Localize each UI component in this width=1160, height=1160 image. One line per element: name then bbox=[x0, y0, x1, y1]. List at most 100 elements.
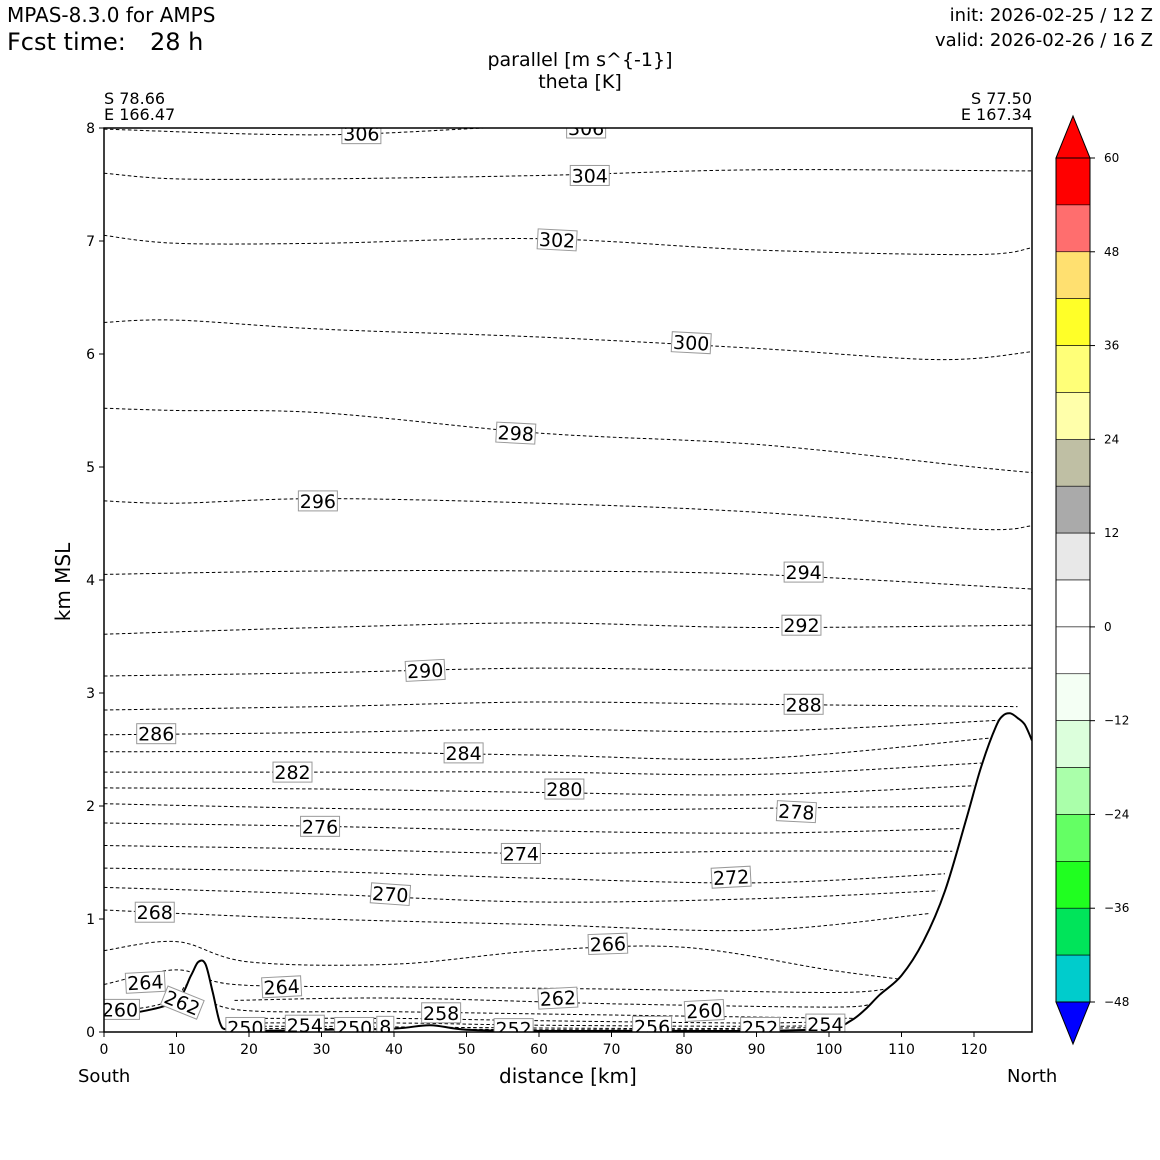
isentrope-286 bbox=[104, 719, 1004, 736]
contour-label-text: 274 bbox=[503, 843, 539, 865]
contour-label-box bbox=[124, 970, 166, 994]
contour-label-box bbox=[783, 693, 824, 715]
contour-label-8-36: 8 bbox=[376, 1015, 395, 1038]
contour-label-text: 252 bbox=[742, 1017, 778, 1039]
contour-label-box bbox=[775, 800, 817, 824]
contour-label-text: 8 bbox=[379, 1016, 391, 1038]
contour-label-text: 270 bbox=[371, 883, 409, 907]
contour-label-box bbox=[261, 975, 303, 999]
colorbar-tick-label-8: −36 bbox=[1104, 901, 1129, 915]
colorbar-under-arrow bbox=[1055, 1001, 1091, 1046]
contour-label-box bbox=[500, 842, 541, 864]
contour-label-text: 286 bbox=[138, 724, 174, 746]
colorbar-tick-label-3: 24 bbox=[1104, 432, 1119, 446]
contour-label-box bbox=[569, 164, 610, 186]
contour-label-254-30: 254 bbox=[284, 1014, 325, 1032]
contour-label-282-13: 282 bbox=[272, 761, 313, 784]
contour-label-284-12: 284 bbox=[443, 742, 484, 765]
contour-label-text: 260 bbox=[102, 999, 138, 1021]
colorbar-bin-5 bbox=[1055, 392, 1091, 440]
y-tick-label-4: 4 bbox=[86, 573, 95, 589]
y-tick-label-7: 7 bbox=[86, 234, 95, 250]
valid-time: valid: 2026-02-26 / 16 Z bbox=[935, 30, 1153, 51]
contour-label-box bbox=[495, 421, 537, 445]
y-tick-label-5: 5 bbox=[86, 460, 95, 476]
x-tick-label-30: 30 bbox=[313, 1042, 331, 1058]
left-latitude: S 78.66 bbox=[104, 89, 166, 108]
isentrope-262 bbox=[234, 997, 873, 1008]
colorbar-over-arrow bbox=[1055, 114, 1091, 159]
contour-label-box bbox=[805, 1013, 846, 1032]
contour-label-text: 250 bbox=[227, 1017, 263, 1039]
contour-label-278-15: 278 bbox=[775, 800, 817, 825]
colorbar-tick-label-4: 12 bbox=[1104, 526, 1119, 540]
isentrope-294 bbox=[104, 570, 1032, 590]
chart-subtitle: theta [K] bbox=[538, 71, 622, 93]
contour-label-text: 304 bbox=[572, 165, 608, 187]
contour-label-box bbox=[632, 1015, 673, 1032]
colorbar-tick-label-1: 48 bbox=[1104, 245, 1119, 259]
contour-label-298-5: 298 bbox=[495, 421, 537, 446]
contour-label-268-20: 268 bbox=[134, 901, 175, 924]
contour-label-text: 254 bbox=[807, 1014, 843, 1036]
colorbar-bin-8 bbox=[1055, 532, 1091, 581]
contour-label-276-16: 276 bbox=[300, 815, 341, 838]
colorbar-bin-11 bbox=[1055, 673, 1091, 721]
contour-label-text: 298 bbox=[497, 422, 534, 446]
colorbar-bin-13 bbox=[1055, 767, 1091, 815]
contour-label-box bbox=[421, 1002, 462, 1024]
contour-label-264-22: 264 bbox=[124, 970, 166, 995]
contour-label-box bbox=[493, 1018, 534, 1032]
y-tick-label-2: 2 bbox=[86, 799, 95, 815]
left-longitude: E 166.47 bbox=[104, 105, 176, 124]
contour-label-text: 278 bbox=[778, 801, 815, 825]
chart-title: parallel [m s^{-1}] bbox=[487, 49, 673, 71]
contour-label-box bbox=[783, 561, 824, 583]
contour-label-box bbox=[566, 128, 607, 139]
contour-label-306-1: 306 bbox=[566, 118, 607, 140]
contour-label-302-3: 302 bbox=[536, 228, 578, 253]
isentrope-300 bbox=[104, 319, 1032, 361]
init-time: init: 2026-02-25 / 12 Z bbox=[949, 5, 1153, 26]
contour-label-text: 268 bbox=[137, 902, 173, 924]
contour-label-box bbox=[376, 1015, 395, 1032]
contour-label-254-31: 254 bbox=[805, 1013, 846, 1036]
south-direction-label: South bbox=[78, 1066, 131, 1087]
colorbar-bin-2 bbox=[1055, 251, 1091, 299]
contour-label-text: 306 bbox=[568, 118, 604, 140]
contour-label-text: 288 bbox=[785, 694, 821, 716]
contour-label-258-28: 258 bbox=[421, 1002, 462, 1025]
isentrope-272 bbox=[104, 867, 946, 884]
isentrope-278 bbox=[104, 803, 967, 812]
contour-label-box bbox=[104, 998, 140, 1020]
colorbar-bin-15 bbox=[1055, 861, 1091, 909]
colorbar-tick-label-5: 0 bbox=[1104, 620, 1112, 634]
contour-label-box bbox=[544, 778, 585, 800]
colorbar-bin-17 bbox=[1055, 954, 1091, 1003]
contour-label-box bbox=[537, 986, 579, 1010]
x-tick-label-60: 60 bbox=[530, 1042, 548, 1058]
contour-label-304-2: 304 bbox=[569, 164, 610, 187]
contour-label-300-4: 300 bbox=[670, 331, 712, 356]
contour-label-box bbox=[670, 331, 712, 355]
isentrope-276 bbox=[104, 822, 960, 834]
forecast-time-label: Fcst time: bbox=[7, 28, 126, 56]
contour-label-box bbox=[369, 882, 412, 907]
contour-label-box bbox=[740, 1016, 781, 1032]
north-direction-label: North bbox=[1007, 1066, 1058, 1087]
colorbar-tick-label-7: −24 bbox=[1104, 807, 1129, 821]
contour-label-text: 256 bbox=[634, 1016, 670, 1038]
contour-label-box bbox=[536, 228, 578, 252]
contour-label-box bbox=[300, 815, 341, 837]
contour-label-text: 302 bbox=[538, 229, 575, 253]
x-tick-label-40: 40 bbox=[385, 1042, 403, 1058]
contour-label-256-29: 256 bbox=[632, 1015, 673, 1038]
contour-label-text: 258 bbox=[423, 1003, 459, 1025]
x-tick-label-20: 20 bbox=[240, 1042, 258, 1058]
contour-label-288-10: 288 bbox=[783, 693, 824, 716]
y-tick-label-1: 1 bbox=[86, 912, 95, 928]
isentrope-280 bbox=[104, 785, 975, 796]
right-latitude: S 77.50 bbox=[970, 89, 1032, 108]
colorbar-frame bbox=[1055, 157, 1091, 1003]
